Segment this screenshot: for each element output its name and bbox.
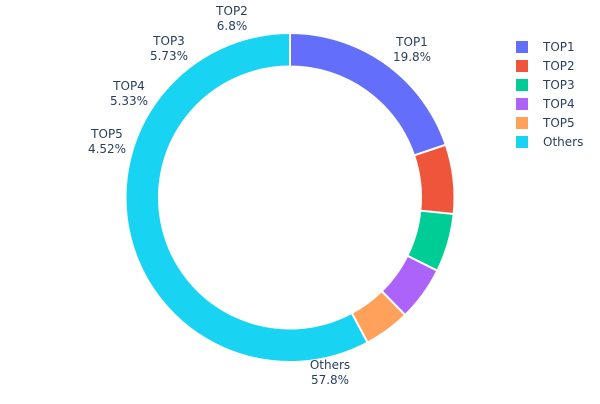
legend-label[interactable]: TOP4: [542, 97, 575, 111]
legend-label[interactable]: TOP1: [542, 40, 575, 54]
legend-swatch[interactable]: [516, 79, 528, 91]
slice-label-name: TOP2: [215, 4, 248, 18]
slice-label-name: TOP1: [395, 35, 428, 49]
legend-label[interactable]: Others: [543, 135, 583, 149]
slice-label-value: 6.8%: [217, 19, 248, 33]
legend-label[interactable]: TOP5: [542, 116, 575, 130]
slice-label-value: 5.73%: [150, 49, 188, 63]
slice-others[interactable]: [124, 31, 369, 363]
slice-label-name: TOP3: [152, 34, 185, 48]
slice-label-value: 5.33%: [110, 94, 148, 108]
legend-label[interactable]: TOP3: [542, 78, 575, 92]
slice-label-value: 4.52%: [88, 142, 126, 156]
slice-top2[interactable]: [412, 143, 456, 216]
legend-swatch[interactable]: [516, 41, 528, 53]
legend-swatch[interactable]: [516, 60, 528, 72]
slice-label-name: Others: [310, 358, 350, 372]
slice-label-name: TOP5: [90, 127, 123, 141]
legend-label[interactable]: TOP2: [542, 59, 575, 73]
slices: [124, 31, 456, 363]
slice-label-name: TOP4: [112, 79, 145, 93]
legend: TOP1 TOP2 TOP3 TOP4 TOP5 Others: [516, 40, 583, 149]
legend-swatch[interactable]: [516, 117, 528, 129]
slice-label-value: 57.8%: [311, 373, 349, 387]
legend-swatch[interactable]: [516, 136, 528, 148]
slice-label-value: 19.8%: [393, 50, 431, 64]
legend-swatch[interactable]: [516, 98, 528, 110]
